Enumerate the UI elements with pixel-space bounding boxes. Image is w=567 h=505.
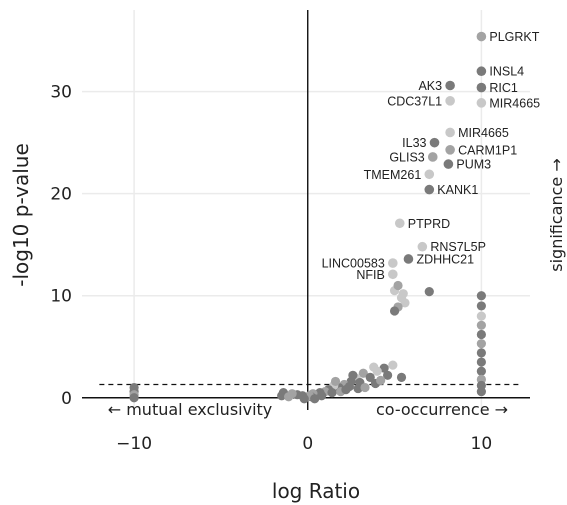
point-label: RIC1 — [489, 81, 518, 95]
labeled-point — [429, 137, 440, 148]
data-point — [348, 370, 358, 380]
data-point — [476, 387, 486, 397]
x-tick-label: 10 — [471, 434, 493, 454]
point-label: TMEM261 — [364, 168, 422, 182]
x-axis-title: log Ratio — [272, 479, 360, 503]
labeled-point — [445, 80, 455, 91]
data-point — [299, 394, 309, 404]
data-point — [424, 287, 434, 297]
data-point — [476, 329, 486, 340]
y-axis-title: -log10 p-value — [9, 143, 33, 287]
y-tick-label: 20 — [50, 185, 72, 205]
axis-layer: −10 0 10 0 10 20 30 — [50, 10, 530, 454]
labeled-point — [476, 98, 487, 108]
data-point — [365, 372, 375, 382]
labeled-point — [476, 66, 487, 77]
significance-label: significance → — [547, 158, 566, 271]
point-label: ZDHHC21 — [416, 252, 474, 266]
point-label: LINC00583 — [322, 257, 385, 271]
labeled-point — [417, 241, 428, 252]
data-point — [341, 384, 351, 395]
data-point — [383, 370, 393, 380]
y-tick-label: 30 — [50, 83, 72, 103]
data-point — [317, 391, 327, 401]
point-label: RNS7L5P — [430, 240, 486, 254]
data-point — [388, 360, 398, 370]
labeled-point — [424, 184, 435, 195]
point-label: MIR4665 — [458, 126, 509, 140]
point-label: GLIS3 — [389, 150, 424, 164]
point-label: KANK1 — [437, 183, 478, 197]
data-point — [476, 311, 486, 321]
co-occurrence-label: co-occurrence → — [376, 400, 508, 419]
data-point — [376, 375, 386, 386]
labeled-point — [388, 258, 398, 268]
point-label: CDC37L1 — [387, 94, 442, 108]
data-point — [389, 306, 400, 316]
labeled-point — [445, 127, 455, 138]
x-tick-label: 0 — [302, 434, 313, 454]
y-tick-label: 10 — [50, 287, 72, 307]
grid-layer — [82, 10, 530, 410]
data-point — [476, 348, 486, 358]
data-point — [476, 320, 486, 330]
data-point — [476, 366, 486, 376]
point-label: CARM1P1 — [458, 143, 517, 157]
labels-layer: PLGRKT INSL4 AK3 RIC1 CDC37L1 MIR4665 MIR4665 I… — [322, 30, 541, 282]
data-point — [327, 388, 337, 398]
mutual-exclusivity-label: ← mutual exclusivity — [108, 400, 273, 419]
x-tick-label: −10 — [116, 434, 152, 454]
labeled-point — [443, 159, 454, 169]
point-label: PTPRD — [408, 217, 450, 231]
labeled-point — [388, 269, 398, 280]
data-point — [400, 298, 410, 308]
data-point — [476, 301, 486, 311]
point-label: PLGRKT — [489, 30, 539, 44]
point-label: NFIB — [356, 268, 384, 282]
labeled-point — [476, 82, 487, 93]
labeled-point — [445, 144, 455, 155]
data-point — [398, 289, 408, 299]
data-point — [393, 280, 403, 291]
data-point — [360, 382, 370, 393]
point-label: INSL4 — [489, 65, 524, 79]
y-tick-label: 0 — [61, 389, 72, 409]
point-label: IL33 — [402, 136, 426, 150]
labeled-point — [476, 31, 487, 42]
data-point — [372, 366, 382, 376]
data-point — [476, 357, 486, 367]
data-point — [129, 393, 139, 403]
data-point — [476, 339, 486, 349]
labeled-point — [394, 218, 405, 229]
data-point — [310, 394, 320, 404]
point-label: MIR4665 — [489, 96, 540, 110]
data-point — [358, 368, 368, 378]
data-point — [353, 383, 363, 394]
point-label: PUM3 — [456, 158, 491, 172]
labeled-point — [445, 96, 455, 106]
data-point — [330, 376, 341, 387]
labeled-point — [403, 254, 414, 264]
points-layer — [129, 31, 487, 404]
labeled-point — [427, 152, 438, 162]
point-label: AK3 — [418, 79, 442, 93]
data-point — [396, 372, 407, 382]
labeled-point — [424, 169, 435, 180]
data-point — [476, 291, 486, 301]
data-point — [379, 363, 389, 373]
data-point — [284, 392, 294, 402]
data-point — [277, 391, 287, 401]
